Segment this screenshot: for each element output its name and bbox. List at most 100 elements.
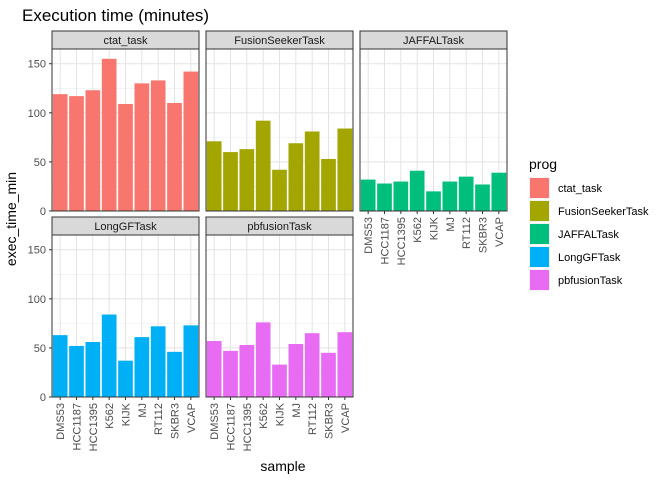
x-tick-label: MJ xyxy=(137,403,149,418)
bar xyxy=(150,326,166,397)
y-tick-label: 150 xyxy=(28,245,46,257)
x-tick-label: HCC1187 xyxy=(72,403,84,451)
bar xyxy=(118,103,133,211)
legend-item: FusionSeekerTask xyxy=(529,200,649,222)
facet-strip-label: ctat_task xyxy=(103,35,148,47)
legend-item: LongGFTask xyxy=(529,246,621,268)
bar xyxy=(85,342,101,397)
x-tick-label: DMS53 xyxy=(55,403,67,440)
x-tick-label: RT112 xyxy=(461,217,473,249)
x-tick-label: K562 xyxy=(258,403,270,429)
facet-strip-label: JAFFALTask xyxy=(403,35,464,47)
x-axis-title: sample xyxy=(260,458,305,474)
y-axis-title: exec_time_min xyxy=(3,172,19,266)
bar xyxy=(288,343,304,397)
bar xyxy=(223,152,238,211)
bar xyxy=(304,333,320,397)
x-tick-label: VCAP xyxy=(494,217,506,247)
legend-swatch xyxy=(530,247,549,267)
facet-panel: LongGFTask 0 50 100 150 DMS53 HCC1187 HCC1395 K5… xyxy=(28,216,200,451)
x-tick-label: RT112 xyxy=(153,403,165,435)
facet-strip-label: FusionSeekerTask xyxy=(234,35,325,47)
bar xyxy=(239,149,255,211)
facet-strip-label: pbfusionTask xyxy=(247,221,312,233)
bar xyxy=(337,332,353,397)
facet-panels: ctat_task 0 50 100 150 FusionSeekerTask JAFFAL… xyxy=(28,30,508,451)
x-tick-label: VCAP xyxy=(186,403,198,433)
bar xyxy=(272,364,287,397)
bar xyxy=(223,350,238,397)
bar xyxy=(118,360,133,397)
bar xyxy=(321,352,336,397)
x-tick-label: MJ xyxy=(291,403,303,418)
legend-item: JAFFALTask xyxy=(529,223,619,245)
legend-swatch xyxy=(530,201,549,221)
bar xyxy=(183,325,199,397)
bar xyxy=(101,314,117,397)
legend-title: prog xyxy=(529,156,557,172)
bar xyxy=(426,191,441,211)
panel-border xyxy=(51,48,200,212)
legend-item: ctat_task xyxy=(529,177,603,199)
bar xyxy=(167,351,182,397)
legend-item: pbfusionTask xyxy=(529,269,623,291)
bar xyxy=(167,103,182,211)
bar xyxy=(409,170,425,211)
bar xyxy=(491,172,507,211)
bar xyxy=(52,94,68,211)
y-tick-label: 0 xyxy=(40,392,46,404)
x-tick-label: KIJK xyxy=(275,402,287,426)
x-tick-label: VCAP xyxy=(340,403,352,433)
panel-border xyxy=(205,48,354,212)
bar xyxy=(69,345,84,397)
bar xyxy=(272,169,287,211)
bar xyxy=(288,143,304,211)
bar xyxy=(377,183,392,211)
chart-title: Execution time (minutes) xyxy=(22,6,209,25)
bar xyxy=(183,71,199,211)
x-tick-label: DMS53 xyxy=(363,217,375,254)
x-tick-label: HCC1187 xyxy=(380,217,392,265)
y-tick-label: 100 xyxy=(28,294,46,306)
bar xyxy=(134,83,150,211)
facet-panel: ctat_task 0 50 100 150 xyxy=(28,30,200,218)
legend: prog ctat_task FusionSeekerTask JAFFALTask… xyxy=(529,156,649,291)
x-tick-label: K562 xyxy=(104,403,116,429)
legend-label: pbfusionTask xyxy=(558,275,623,287)
x-tick-label: HCC1395 xyxy=(396,217,408,265)
facet-panel: JAFFALTask DMS53 HCC1187 HCC1395 K562 KIJK MJ R… xyxy=(359,30,508,265)
facet-panel: pbfusionTask DMS53 HCC1187 HCC1395 K562 KIJK M… xyxy=(205,216,354,451)
bar xyxy=(393,181,409,211)
legend-label: ctat_task xyxy=(558,183,603,195)
x-tick-label: HCC1395 xyxy=(88,403,100,451)
bar xyxy=(337,128,353,211)
bar xyxy=(134,337,150,397)
legend-items: ctat_task FusionSeekerTask JAFFALTask LongG… xyxy=(529,177,649,291)
x-tick-label: KIJK xyxy=(121,402,133,426)
facet-panel: FusionSeekerTask xyxy=(205,30,354,212)
bar xyxy=(360,179,376,211)
x-tick-label: SKBR3 xyxy=(170,403,182,439)
x-tick-label: DMS53 xyxy=(209,403,221,440)
bar xyxy=(321,158,336,211)
y-tick-label: 100 xyxy=(28,108,46,120)
bar xyxy=(85,90,101,211)
legend-label: LongGFTask xyxy=(558,252,621,264)
bar xyxy=(304,131,320,211)
x-tick-label: RT112 xyxy=(307,403,319,435)
x-tick-label: SKBR3 xyxy=(478,217,490,253)
y-tick-label: 0 xyxy=(40,206,46,218)
bar xyxy=(150,80,166,211)
bar xyxy=(206,341,222,397)
bar xyxy=(255,322,271,397)
legend-swatch xyxy=(530,178,549,198)
legend-label: FusionSeekerTask xyxy=(558,206,649,218)
y-tick-label: 50 xyxy=(34,343,46,355)
bar xyxy=(239,344,255,397)
legend-swatch xyxy=(530,270,549,290)
x-tick-label: MJ xyxy=(445,217,457,232)
x-tick-label: KIJK xyxy=(429,216,441,240)
legend-label: JAFFALTask xyxy=(558,229,619,241)
x-tick-label: SKBR3 xyxy=(324,403,336,439)
